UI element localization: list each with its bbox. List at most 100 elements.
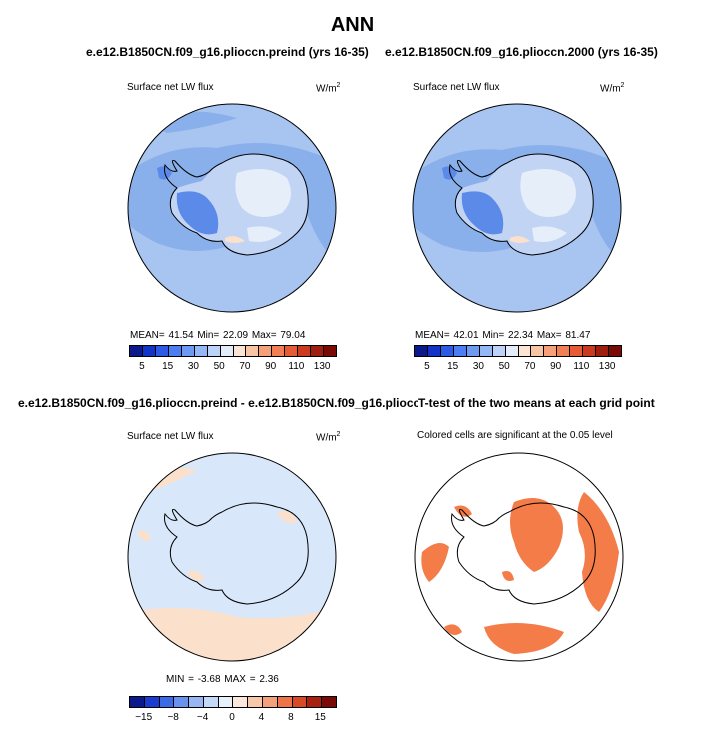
colorbar-diff-swatch — [203, 697, 219, 707]
colorbar-swatch — [324, 346, 336, 356]
colorbar-diff-swatch — [159, 697, 175, 707]
colorbar-swatch — [531, 346, 545, 356]
panel-4-subtitle: Colored cells are significant at the 0.0… — [417, 430, 613, 441]
panel-1-units: W/m2 — [316, 82, 341, 95]
colorbar-swatch — [505, 346, 519, 356]
panel-2-units: W/m2 — [600, 82, 625, 95]
colorbar-swatch — [285, 346, 299, 356]
significant-cells-south — [484, 623, 564, 654]
panel-3-units: W/m2 — [316, 431, 341, 444]
colorbar-tick-label: 30 — [472, 361, 484, 372]
colorbar-swatch — [194, 346, 208, 356]
panel-2-map — [412, 103, 622, 313]
colorbar-diff-swatch — [248, 697, 264, 707]
panel-1-colorbar — [129, 345, 337, 357]
panel-2-title: e.e12.B1850CN.f09_g16.plioccn.2000 (yrs … — [385, 45, 658, 59]
significant-cells-center — [510, 498, 563, 572]
panel-4-title: T-test of the two means at each grid poi… — [418, 396, 655, 410]
colorbar-swatch — [142, 346, 156, 356]
colorbar-diff-swatch — [277, 697, 293, 707]
colorbar-tick-label: 50 — [498, 361, 510, 372]
colorbar-diff-tick-label: 8 — [288, 712, 294, 723]
panel-1-subtitle: Surface net LW flux — [127, 82, 214, 93]
colorbar-diff-swatch — [322, 697, 336, 707]
colorbar-swatch — [440, 346, 454, 356]
colorbar-tick-label: 90 — [265, 361, 277, 372]
colorbar-swatch — [259, 346, 273, 356]
colorbar-swatch — [207, 346, 221, 356]
colorbar-swatch — [311, 346, 325, 356]
colorbar-diff-swatch — [189, 697, 204, 707]
panel-3-title: e.e12.B1850CN.f09_g16.plioccn.preind - e… — [18, 396, 418, 410]
colorbar-swatch — [427, 346, 441, 356]
colorbar-swatch — [233, 346, 247, 356]
significant-cells-small — [502, 571, 514, 581]
colorbar-diff-swatch — [174, 697, 190, 707]
panel-2-subtitle: Surface net LW flux — [413, 82, 500, 93]
ice-light-2 — [247, 226, 282, 242]
colorbar-swatch — [570, 346, 584, 356]
colorbar-diff-swatch — [292, 697, 308, 707]
colorbar-diff-tick-label: −4 — [196, 712, 209, 723]
positive-region-w — [137, 530, 151, 541]
ice-light-1 — [235, 169, 291, 217]
colorbar-diff-swatch — [144, 697, 160, 707]
colorbar-swatch — [246, 346, 260, 356]
panel-3-subtitle: Surface net LW flux — [127, 431, 214, 442]
colorbar-swatch — [155, 346, 169, 356]
coastline — [451, 502, 596, 605]
warm-patch — [510, 236, 530, 243]
colorbar-tick-label: 110 — [288, 361, 305, 372]
colorbar-diff-tick-label: 15 — [314, 712, 326, 723]
coastline — [449, 153, 594, 256]
positive-region-e — [277, 510, 297, 524]
colorbar-diff-swatch — [233, 697, 249, 707]
colorbar-tick-label: 70 — [239, 361, 251, 372]
colorbar-diff-tick-label: −15 — [135, 712, 153, 723]
panel-4-map — [414, 452, 624, 662]
colorbar-tick-label: 5 — [424, 361, 430, 372]
panel-3-map — [127, 452, 337, 662]
colorbar-diff-tick-label: 0 — [229, 712, 235, 723]
colorbar-swatch — [415, 346, 428, 356]
colorbar-diff-swatch — [263, 697, 278, 707]
significant-cells-sw — [444, 624, 462, 636]
colorbar-swatch — [130, 346, 143, 356]
panel-3-stats: MIN = -3.68 MAX = 2.36 — [166, 674, 279, 685]
panel-3-colorbar-ticks: −15 −8 −4 0 4 8 15 — [129, 712, 337, 724]
colorbar-swatch — [466, 346, 480, 356]
colorbar-tick-label: 50 — [213, 361, 225, 372]
positive-region-c — [187, 570, 205, 581]
ross-sea — [176, 191, 219, 235]
colorbar-swatch — [453, 346, 467, 356]
colorbar-swatch — [596, 346, 610, 356]
coastline — [164, 153, 309, 256]
colorbar-tick-label: 30 — [187, 361, 199, 372]
colorbar-tick-label: 15 — [162, 361, 174, 372]
warm-patch — [225, 236, 245, 243]
colorbar-tick-label: 15 — [447, 361, 459, 372]
colorbar-tick-label: 130 — [313, 361, 331, 372]
ice-light-2 — [532, 226, 567, 242]
colorbar-diff-swatch — [307, 697, 323, 707]
colorbar-swatch — [479, 346, 493, 356]
colorbar-swatch — [181, 346, 195, 356]
colorbar-swatch — [492, 346, 506, 356]
colorbar-swatch — [298, 346, 312, 356]
panel-2-colorbar-ticks: 5 15 30 50 70 90 110 130 — [414, 361, 622, 373]
colorbar-tick-label: 90 — [550, 361, 562, 372]
colorbar-tick-label: 130 — [598, 361, 616, 372]
panel-2-colorbar — [414, 345, 622, 357]
ross-sea — [461, 191, 504, 235]
colorbar-tick-label: 5 — [139, 361, 145, 372]
colorbar-swatch — [220, 346, 234, 356]
colorbar-swatch — [168, 346, 182, 356]
panel-1-map — [127, 103, 337, 313]
colorbar-diff-swatch — [130, 697, 145, 707]
colorbar-tick-label: 110 — [573, 361, 590, 372]
colorbar-swatch — [518, 346, 532, 356]
coastline — [164, 502, 309, 605]
colorbar-swatch — [544, 346, 558, 356]
colorbar-swatch — [557, 346, 571, 356]
panel-2-stats: MEAN= 42.01 Min= 22.34 Max= 81.47 — [415, 330, 591, 341]
